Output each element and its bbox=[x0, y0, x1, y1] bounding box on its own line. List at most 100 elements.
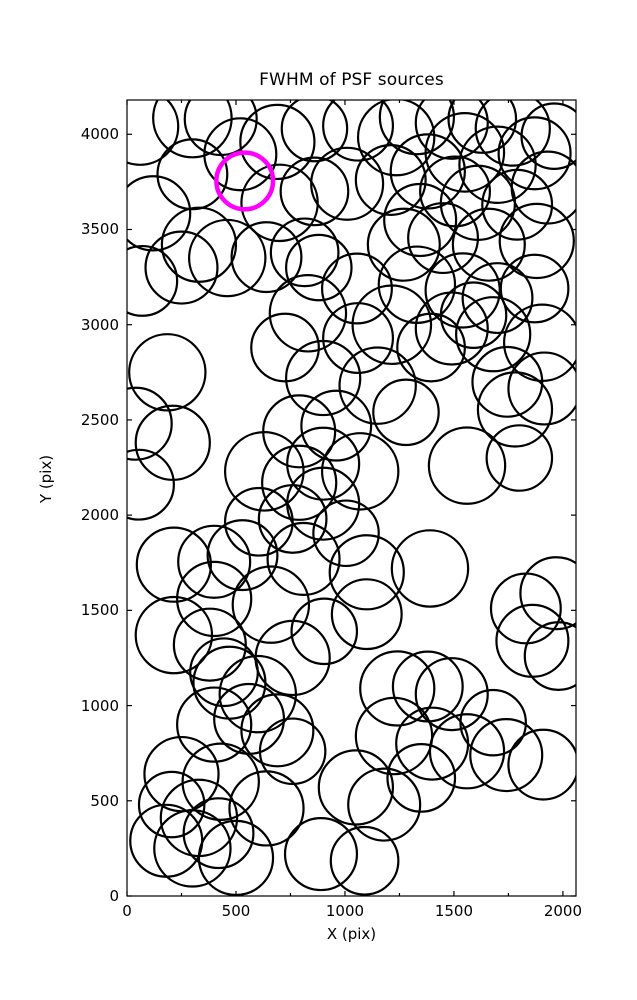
psf-source-circle bbox=[520, 102, 576, 170]
psf-source-circle bbox=[476, 371, 554, 448]
psf-source-circles bbox=[127, 100, 576, 896]
x-tick-label: 2000 bbox=[543, 902, 583, 920]
psf-source-circle bbox=[283, 817, 359, 892]
psf-source-circle bbox=[127, 175, 192, 252]
psf-source-circle bbox=[240, 163, 319, 243]
psf-source-circle bbox=[310, 146, 385, 221]
y-tick-label: 3000 bbox=[80, 315, 119, 334]
psf-source-circle bbox=[203, 117, 278, 192]
psf-source-circle bbox=[414, 291, 489, 366]
psf-source-circle bbox=[474, 100, 551, 167]
y-tick-label: 3500 bbox=[80, 220, 119, 239]
psf-source-circle bbox=[239, 103, 316, 181]
psf-source-circle bbox=[172, 607, 247, 682]
psf-source-circle bbox=[439, 281, 508, 349]
x-tick-label: 1500 bbox=[434, 902, 474, 920]
psf-source-circle bbox=[427, 426, 507, 505]
psf-source-circle bbox=[182, 797, 255, 870]
psf-source-circle bbox=[257, 484, 328, 554]
psf-source-circle bbox=[354, 144, 427, 216]
psf-source-circle bbox=[261, 444, 338, 521]
y-tick-label: 1500 bbox=[80, 601, 119, 620]
psf-source-circle bbox=[144, 230, 219, 305]
psf-source-circle bbox=[485, 424, 554, 492]
psf-source-circle bbox=[372, 378, 440, 447]
psf-source-circle bbox=[330, 578, 403, 651]
psf-source-circle bbox=[499, 253, 570, 324]
psf-source-circle bbox=[428, 713, 506, 790]
psf-source-circle bbox=[223, 431, 305, 512]
psf-source-circle bbox=[507, 728, 576, 801]
y-tick-label: 2500 bbox=[80, 410, 119, 429]
psf-source-circle bbox=[300, 389, 373, 462]
psf-source-circle bbox=[135, 526, 213, 603]
psf-source-circle bbox=[497, 116, 572, 191]
psf-source-circle bbox=[378, 100, 456, 156]
psf-source-circle bbox=[218, 654, 298, 734]
psf-source-circle bbox=[523, 621, 576, 691]
page-title: FWHM of PSF sources bbox=[259, 70, 444, 90]
selected-source-circle bbox=[214, 150, 276, 212]
psf-source-circle bbox=[424, 112, 506, 193]
psf-source-circle bbox=[390, 529, 470, 608]
psf-source-circle bbox=[458, 125, 537, 204]
psf-source-circle bbox=[189, 637, 259, 708]
psf-source-circle bbox=[231, 565, 311, 644]
psf-source-circle bbox=[128, 333, 207, 412]
y-tick-label: 500 bbox=[90, 791, 119, 810]
psf-source-circle bbox=[137, 770, 206, 839]
psf-source-circle bbox=[320, 432, 400, 511]
psf-source-circle bbox=[455, 296, 532, 373]
y-tick-label: 1000 bbox=[80, 696, 119, 715]
psf-source-circle bbox=[356, 100, 436, 177]
psf-source-circle bbox=[240, 693, 315, 768]
psf-source-circle bbox=[347, 767, 422, 842]
psf-source-circle bbox=[510, 150, 576, 225]
psf-source-circle bbox=[461, 262, 534, 335]
psf-source-circle bbox=[328, 534, 405, 611]
psf-source-circle bbox=[266, 521, 341, 596]
plot-frame bbox=[126, 99, 577, 897]
psf-source-circle bbox=[290, 597, 359, 666]
psf-source-circle bbox=[206, 519, 279, 592]
psf-source-circle bbox=[389, 133, 466, 210]
y-axis-label: Y (pix) bbox=[37, 454, 55, 504]
psf-source-circle bbox=[414, 100, 489, 160]
psf-source-circle bbox=[177, 524, 252, 599]
psf-source-circle bbox=[127, 244, 179, 317]
psf-source-circle bbox=[359, 650, 436, 727]
psf-source-circle bbox=[268, 274, 348, 353]
psf-source-circle bbox=[134, 595, 214, 675]
psf-source-circle bbox=[188, 218, 267, 298]
x-tick-label: 1000 bbox=[325, 902, 365, 920]
x-tick-label: 500 bbox=[221, 902, 251, 920]
psf-source-circle bbox=[312, 499, 380, 568]
psf-source-circle bbox=[471, 345, 544, 418]
y-tick-label: 2000 bbox=[80, 506, 119, 525]
psf-source-circle bbox=[414, 657, 489, 732]
psf-source-circle bbox=[223, 486, 294, 557]
psf-source-circle bbox=[269, 217, 340, 288]
psf-source-circle bbox=[519, 556, 576, 631]
psf-source-circle bbox=[279, 156, 350, 227]
psf-source-circle bbox=[160, 206, 238, 283]
psf-source-circle bbox=[127, 386, 173, 461]
psf-source-circle bbox=[386, 743, 457, 813]
psf-source-circle bbox=[258, 717, 327, 786]
y-tick-label: 4000 bbox=[80, 125, 119, 144]
psf-source-circle bbox=[181, 742, 260, 821]
y-tick-label: 0 bbox=[109, 887, 119, 905]
psf-source-circle bbox=[338, 346, 417, 425]
psf-source-circle bbox=[329, 825, 400, 896]
psf-source-circle bbox=[322, 302, 395, 375]
psf-source-circle bbox=[451, 207, 526, 282]
psf-source-circle bbox=[459, 688, 527, 757]
x-axis-label: X (pix) bbox=[326, 925, 377, 943]
psf-source-circle bbox=[322, 100, 394, 162]
psf-source-circle bbox=[407, 202, 480, 275]
psf-source-circle bbox=[498, 202, 575, 280]
psf-source-circle bbox=[320, 252, 393, 325]
psf-source-circle bbox=[176, 560, 253, 638]
